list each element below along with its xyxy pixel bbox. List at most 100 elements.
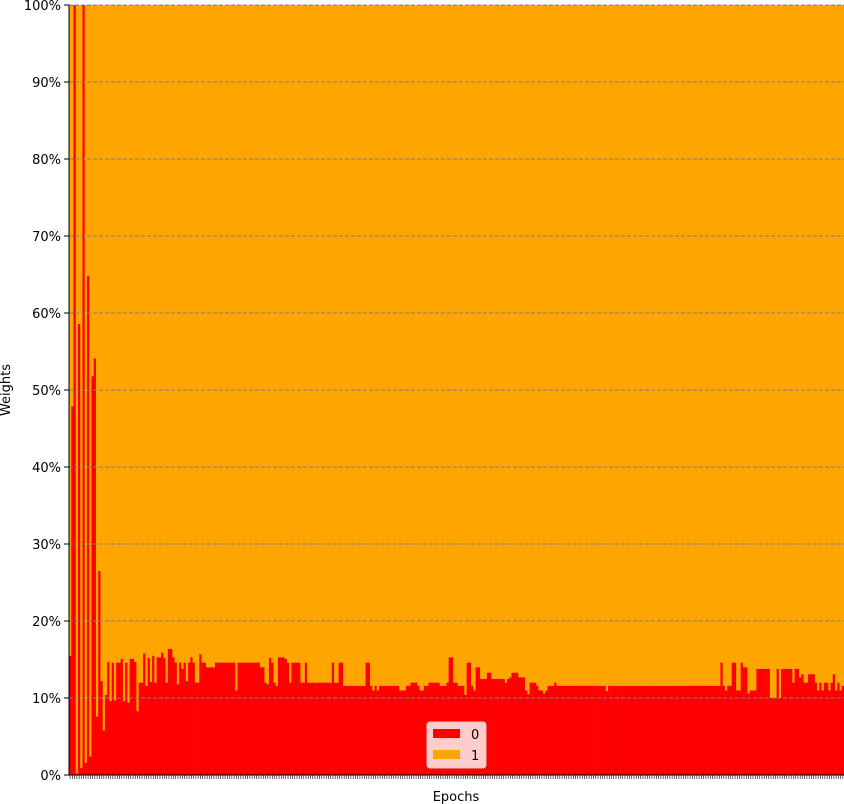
bar-series-1 bbox=[370, 5, 373, 686]
bar-series-0 bbox=[841, 685, 844, 775]
bar-series-1 bbox=[801, 5, 804, 675]
bar-series-1 bbox=[695, 5, 699, 686]
bar-series-1 bbox=[733, 5, 737, 663]
bar-series-1 bbox=[113, 5, 117, 701]
bar-series-0 bbox=[756, 668, 759, 775]
bar-series-1 bbox=[340, 5, 344, 663]
bar-series-1 bbox=[232, 5, 236, 663]
bar-series-1 bbox=[358, 5, 362, 686]
bar-series-1 bbox=[567, 5, 571, 686]
bar-series-0 bbox=[183, 662, 187, 775]
bar-series-1 bbox=[617, 5, 620, 686]
bar-series-0 bbox=[232, 662, 236, 775]
bar-series-0 bbox=[291, 662, 294, 775]
bar-series-1 bbox=[120, 5, 124, 659]
bar-series-1 bbox=[709, 5, 712, 686]
bar-series-0 bbox=[803, 682, 807, 775]
bar-series-1 bbox=[444, 5, 447, 686]
bar-series-0 bbox=[610, 685, 613, 775]
bar-series-0 bbox=[140, 682, 144, 775]
bar-series-1 bbox=[282, 5, 285, 658]
bar-series-0 bbox=[763, 668, 766, 775]
bar-series-0 bbox=[801, 674, 804, 775]
bar-series-1 bbox=[689, 5, 692, 686]
bar-series-1 bbox=[839, 5, 843, 691]
bar-series-0 bbox=[224, 662, 227, 775]
bar-series-0 bbox=[493, 678, 497, 775]
bar-series-1 bbox=[489, 5, 492, 673]
bar-series-1 bbox=[666, 5, 670, 686]
bar-series-1 bbox=[91, 5, 95, 377]
bar-series-1 bbox=[821, 5, 825, 691]
bar-series-1 bbox=[686, 5, 690, 686]
bar-series-0 bbox=[531, 682, 535, 775]
bar-series-0 bbox=[383, 685, 387, 775]
bar-series-0 bbox=[558, 685, 562, 775]
bar-series-0 bbox=[230, 662, 234, 775]
bar-series-0 bbox=[733, 662, 737, 775]
bar-series-0 bbox=[781, 668, 784, 775]
bar-series-0 bbox=[504, 682, 508, 775]
y-tick-label: 30% bbox=[32, 538, 61, 553]
bar-series-0 bbox=[659, 685, 663, 775]
bar-series-1 bbox=[527, 5, 530, 695]
bar-series-0 bbox=[527, 694, 530, 775]
bar-series-0 bbox=[686, 685, 690, 775]
bar-series-1 bbox=[80, 5, 83, 769]
bar-series-0 bbox=[731, 662, 735, 775]
bar-series-1 bbox=[280, 5, 283, 658]
bar-series-1 bbox=[161, 5, 164, 653]
bar-series-1 bbox=[471, 5, 474, 686]
bar-series-1 bbox=[740, 5, 744, 663]
bar-series-0 bbox=[334, 682, 337, 775]
bar-series-1 bbox=[547, 5, 551, 686]
bar-series-1 bbox=[545, 5, 548, 691]
bar-series-0 bbox=[372, 690, 375, 775]
bar-series-0 bbox=[486, 672, 490, 775]
bar-series-1 bbox=[498, 5, 501, 679]
bar-series-1 bbox=[237, 5, 241, 663]
bar-series-0 bbox=[583, 685, 586, 775]
bar-series-1 bbox=[500, 5, 503, 679]
bar-series-1 bbox=[352, 5, 355, 686]
bar-series-1 bbox=[188, 5, 191, 663]
bar-series-0 bbox=[704, 685, 708, 775]
bar-series-0 bbox=[273, 682, 276, 775]
y-tick-label: 50% bbox=[32, 384, 61, 399]
bar-series-0 bbox=[608, 685, 611, 775]
bar-series-1 bbox=[542, 5, 546, 694]
bar-series-1 bbox=[293, 5, 297, 663]
bar-series-1 bbox=[504, 5, 508, 683]
bar-series-1 bbox=[742, 5, 746, 668]
bar-series-1 bbox=[644, 5, 647, 686]
bar-series-0 bbox=[767, 668, 771, 775]
bar-series-0 bbox=[403, 690, 407, 775]
bar-series-1 bbox=[738, 5, 741, 691]
bar-series-1 bbox=[565, 5, 568, 686]
bar-series-0 bbox=[839, 690, 843, 775]
bar-series-0 bbox=[215, 662, 218, 775]
bar-series-0 bbox=[116, 662, 119, 775]
bar-series-0 bbox=[423, 685, 427, 775]
bar-series-1 bbox=[77, 5, 81, 324]
bar-series-0 bbox=[695, 685, 699, 775]
bar-series-0 bbox=[161, 652, 164, 775]
bar-series-0 bbox=[172, 657, 175, 775]
bar-series-1 bbox=[325, 5, 328, 683]
bar-series-0 bbox=[830, 682, 834, 775]
bar-series-0 bbox=[217, 662, 220, 775]
bar-series-0 bbox=[206, 667, 209, 775]
bar-series-0 bbox=[385, 685, 389, 775]
bar-series-0 bbox=[289, 682, 292, 775]
bar-series-0 bbox=[590, 685, 593, 775]
bar-series-1 bbox=[603, 5, 607, 686]
bar-series-0 bbox=[794, 668, 798, 775]
bar-series-0 bbox=[134, 661, 137, 775]
bar-series-0 bbox=[549, 685, 553, 775]
bar-series-0 bbox=[163, 657, 166, 775]
bar-series-1 bbox=[316, 5, 319, 683]
bar-series-0 bbox=[563, 685, 566, 775]
bar-series-1 bbox=[399, 5, 402, 691]
bar-series-0 bbox=[534, 682, 537, 775]
